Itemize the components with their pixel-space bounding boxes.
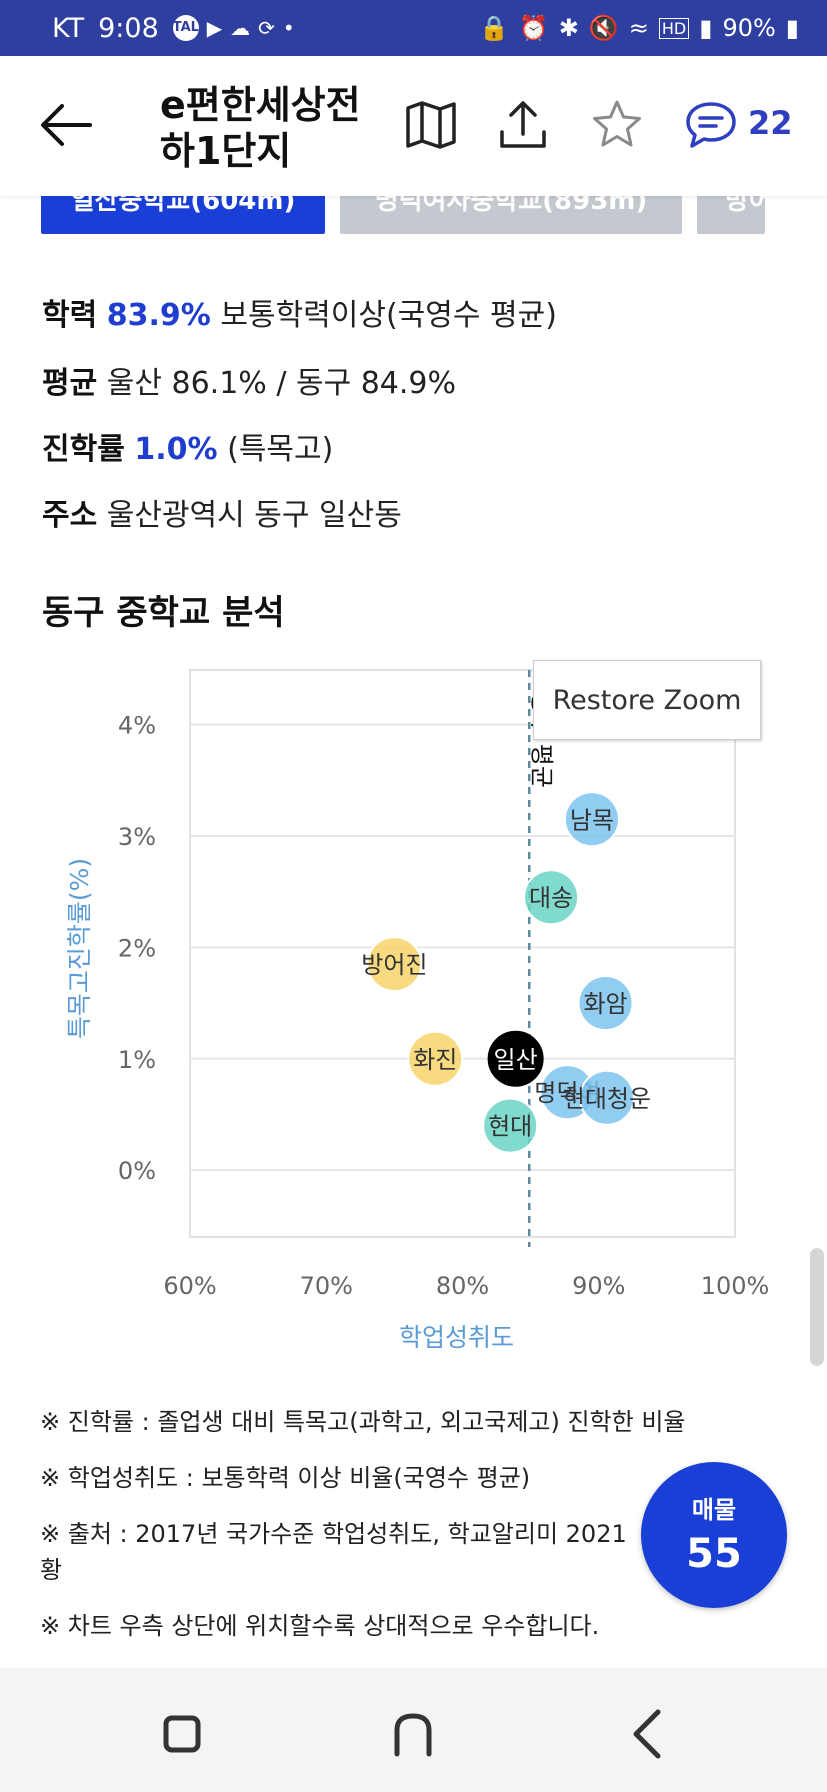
signal-icon: ▮ [699, 14, 713, 42]
page-title-line2: 하1단지 [160, 129, 292, 173]
clock: 9:08 [98, 12, 159, 44]
page-title-line1: e편한세상전 [160, 83, 361, 127]
note-source-cont: 황 [40, 1556, 63, 1584]
hd-icon: HD [658, 17, 690, 39]
star-icon[interactable] [588, 96, 646, 154]
data-point-label: 화진 [413, 1046, 457, 1074]
advance-rate-label: 진학률 [42, 432, 125, 467]
chat-bubble-icon[interactable] [682, 96, 740, 154]
data-point [563, 791, 620, 848]
x-axis-label: 학업성취도 [399, 1323, 514, 1352]
plot-frame [189, 669, 736, 1238]
carrier-label: KT [52, 12, 85, 44]
note-advance-rate: ※ 진학률 : 졸업생 대비 특목고(과학고, 외고국제고) 진학한 비율 [40, 1408, 686, 1436]
data-point [482, 1097, 539, 1154]
sync-icon: ⟳ [258, 16, 275, 40]
home-icon[interactable] [383, 1704, 443, 1764]
x-tick-label: 80% [436, 1272, 489, 1300]
bluetooth-icon: ✱ [558, 14, 579, 42]
y-tick-label: 1% [118, 1046, 156, 1074]
data-point [487, 1030, 544, 1087]
data-point-label: 현대청운 [563, 1085, 651, 1113]
data-point-label: 대송 [529, 884, 573, 912]
y-tick-label: 2% [118, 934, 156, 962]
data-point-label: 일산 [494, 1046, 538, 1074]
data-point [366, 936, 423, 993]
data-point [523, 869, 580, 926]
data-point-label: 남목 [570, 806, 614, 834]
cloud-icon: ☁ [230, 16, 251, 40]
dot-icon: • [282, 16, 295, 40]
talk-icon: TALK [172, 15, 209, 41]
achievement-value: 83.9% [106, 298, 211, 333]
battery-percent: 90% [722, 14, 776, 42]
recent-apps-icon[interactable] [152, 1704, 212, 1764]
data-point [407, 1030, 464, 1087]
share-icon[interactable] [494, 96, 552, 154]
address-value: 울산광역시 동구 일산동 [106, 498, 402, 533]
listings-fab[interactable]: 매물 55 [641, 1462, 787, 1608]
data-point-label: 현대 [488, 1113, 532, 1141]
app-header: e편한세상전 하1단지 22 [0, 56, 827, 196]
note-chart-hint: ※ 차트 우측 상단에 위치할수록 상대적으로 우수합니다. [40, 1612, 600, 1640]
back-arrow-icon[interactable] [38, 100, 94, 150]
achievement-desc: 보통학력이상(국영수 평균) [220, 298, 557, 333]
fab-count: 55 [686, 1531, 742, 1577]
advance-rate-desc: (특목고) [227, 432, 334, 467]
advance-rate-value: 1.0% [134, 432, 218, 467]
comment-count[interactable]: 22 [748, 104, 793, 142]
y-tick-label: 4% [118, 712, 156, 740]
page-title: e편한세상전 하1단지 [160, 82, 390, 174]
x-tick-label: 100% [701, 1272, 770, 1300]
average-label: 평균 [42, 366, 98, 401]
battery-icon: ▮ [785, 14, 799, 42]
map-icon[interactable] [402, 96, 460, 154]
data-point [578, 1069, 635, 1126]
achievement-label: 학력 [42, 298, 98, 333]
achievement-line: 학력 83.9% 보통학력이상(국영수 평균) [42, 290, 557, 334]
y-tick-label: 3% [118, 823, 156, 851]
x-tick-label: 70% [300, 1272, 353, 1300]
x-tick-label: 60% [163, 1272, 216, 1300]
restore-zoom-button[interactable]: Restore Zoom [533, 660, 761, 740]
note-source: ※ 출처 : 2017년 국가수준 학업성취도, 학교알리미 2021 [40, 1520, 627, 1548]
address-label: 주소 [42, 498, 98, 533]
data-point [577, 975, 634, 1032]
system-nav-bar [0, 1668, 827, 1792]
wifi-icon: ≈ [628, 14, 649, 42]
y-axis-label: 특목고진학률(%) [65, 858, 94, 1039]
scrollbar-thumb[interactable] [810, 1248, 824, 1366]
status-bar: KT 9:08 TALK ▶ ☁ ⟳ • 🔒 ⏰ ✱ 🔇 ≈ HD ▮ 90% … [0, 0, 827, 56]
address-line: 주소 울산광역시 동구 일산동 [42, 490, 402, 534]
advance-rate-line: 진학률 1.0% (특목고) [42, 424, 333, 468]
x-tick-label: 90% [572, 1272, 625, 1300]
alarm-icon: ⏰ [518, 14, 549, 42]
average-line: 평균 울산 86.1% / 동구 84.9% [42, 358, 456, 402]
note-achievement: ※ 학업성취도 : 보통학력 이상 비율(국영수 평균) [40, 1464, 531, 1492]
nav-back-icon[interactable] [618, 1704, 678, 1764]
youtube-icon: ▶ [206, 16, 223, 40]
y-tick-label: 0% [118, 1157, 156, 1185]
fab-label: 매물 [691, 1496, 737, 1524]
average-value: 울산 86.1% / 동구 84.9% [106, 366, 457, 401]
lock-icon: 🔒 [478, 14, 509, 42]
mute-icon: 🔇 [588, 14, 619, 42]
data-point-label: 화암 [583, 990, 627, 1018]
scatter-chart[interactable]: 0% 1% 2% 3% 4% 60% 70% 80% 90% 100% 학업성취도 특목고진학률(%)… [0, 640, 827, 1360]
data-point-label: 방어진 [361, 951, 427, 979]
section-title: 동구 중학교 분석 [42, 593, 285, 633]
